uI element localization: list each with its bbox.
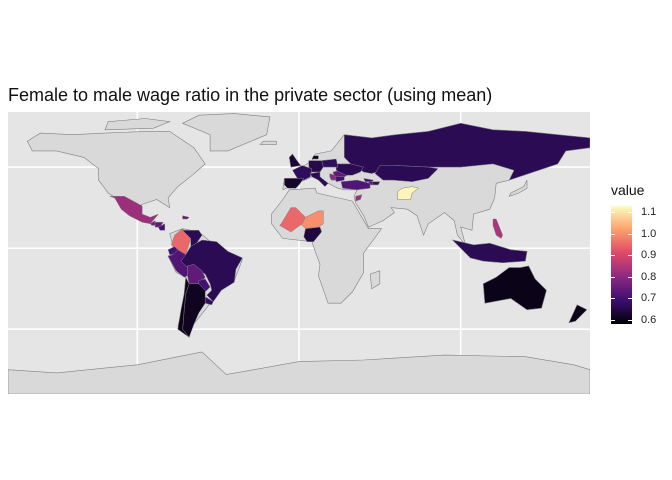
country-poland bbox=[321, 158, 339, 168]
land-madagascar bbox=[369, 270, 381, 290]
country-azerbaijan bbox=[371, 181, 381, 186]
land-canada-arctic bbox=[104, 118, 171, 131]
legend-tick-mark bbox=[611, 233, 615, 235]
country-serbia bbox=[329, 173, 337, 181]
country-nigeria bbox=[303, 226, 322, 242]
country-philippines bbox=[492, 218, 503, 239]
country-mexico bbox=[109, 196, 159, 225]
legend-tick-mark bbox=[611, 319, 615, 321]
legend-tick-mark bbox=[628, 298, 632, 300]
map-panel bbox=[8, 112, 590, 394]
country-turkey bbox=[340, 179, 371, 191]
legend-title: value bbox=[611, 182, 645, 198]
legend-tick-label: 1.1 bbox=[641, 206, 657, 219]
legend-tick-mark bbox=[628, 276, 632, 278]
country-jordan bbox=[355, 194, 363, 202]
land-greenland bbox=[181, 113, 271, 152]
country-nicaragua bbox=[158, 223, 166, 231]
land-north-america bbox=[27, 131, 206, 213]
country-australia bbox=[483, 265, 547, 310]
land-japan bbox=[508, 179, 528, 197]
legend-tick-label: 0.8 bbox=[641, 270, 657, 283]
legend: value 1.1 1.0 0.9 0.8 0.7 0.6 bbox=[603, 182, 671, 332]
legend-tick-mark bbox=[628, 255, 632, 257]
legend-tick-mark bbox=[628, 233, 632, 235]
legend-tick-mark bbox=[611, 255, 615, 257]
legend-tick-mark bbox=[628, 212, 632, 214]
legend-tick-label: 0.6 bbox=[641, 313, 657, 326]
country-denmark bbox=[311, 155, 319, 160]
country-afghanistan bbox=[397, 186, 420, 200]
country-ukraine bbox=[335, 163, 365, 176]
country-spain bbox=[284, 178, 305, 189]
page-title: Female to male wage ratio in the private… bbox=[8, 85, 493, 105]
land-iceland bbox=[259, 140, 277, 145]
legend-tick-label: 1.0 bbox=[641, 227, 657, 240]
country-indonesia bbox=[451, 239, 528, 263]
country-chile bbox=[177, 276, 190, 338]
country-new-zealand bbox=[568, 304, 588, 324]
legend-tick-label: 0.7 bbox=[641, 292, 657, 305]
legend-tick-label: 0.9 bbox=[641, 249, 657, 262]
country-italy bbox=[309, 171, 329, 187]
legend-tick-mark bbox=[611, 212, 615, 214]
land-antarctica bbox=[8, 351, 590, 394]
legend-tick-mark bbox=[611, 298, 615, 300]
country-dominican-republic bbox=[182, 215, 190, 220]
country-kazakhstan bbox=[374, 165, 439, 182]
country-united-kingdom bbox=[289, 153, 302, 168]
legend-tick-mark bbox=[628, 319, 632, 321]
country-mali bbox=[279, 207, 306, 233]
country-layer bbox=[109, 123, 590, 338]
legend-colorbar bbox=[611, 206, 632, 324]
legend-tick-mark bbox=[611, 276, 615, 278]
